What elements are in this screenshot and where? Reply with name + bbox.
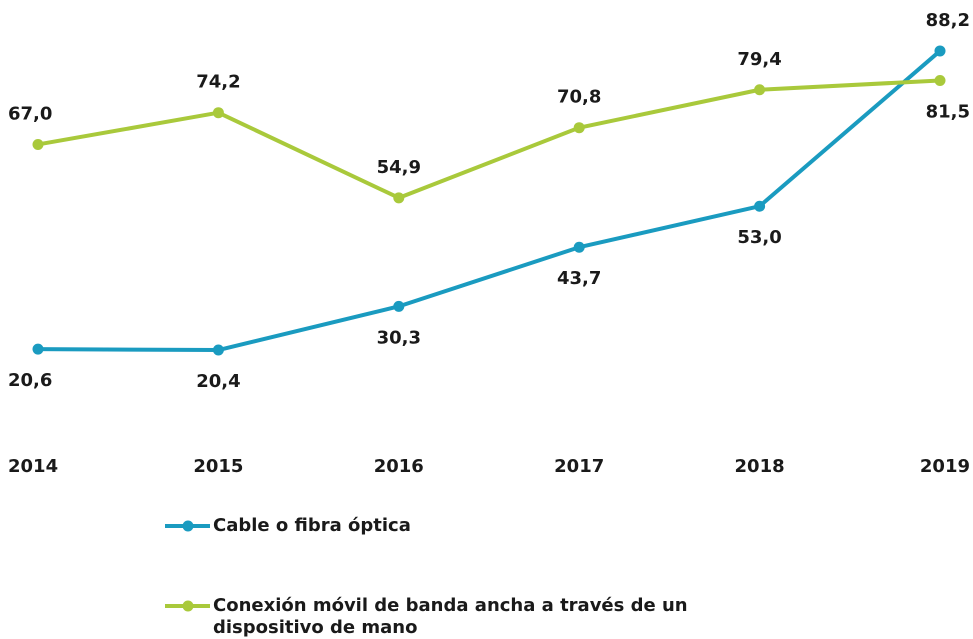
data-label: 81,5 xyxy=(926,101,970,122)
data-point xyxy=(573,122,585,134)
data-label: 79,4 xyxy=(737,49,781,70)
series-line xyxy=(37,49,942,353)
data-point xyxy=(212,107,224,119)
data-point xyxy=(32,138,44,150)
x-tick-label: 2014 xyxy=(8,456,58,477)
data-point xyxy=(212,344,224,356)
legend-marker xyxy=(182,600,194,612)
data-label: 20,6 xyxy=(8,370,52,391)
data-point xyxy=(32,343,44,355)
data-label: 54,9 xyxy=(377,157,421,178)
data-label: 88,2 xyxy=(926,10,970,31)
data-label: 30,3 xyxy=(377,327,421,348)
x-tick-label: 2015 xyxy=(193,456,243,477)
legend-label: Conexión móvil de banda ancha a través d… xyxy=(213,595,688,638)
data-point xyxy=(393,192,405,204)
data-label: 53,0 xyxy=(737,227,781,248)
data-label: 74,2 xyxy=(196,72,240,93)
x-tick-label: 2017 xyxy=(554,456,604,477)
legend-marker xyxy=(182,520,194,532)
data-point xyxy=(573,241,585,253)
series-line xyxy=(37,78,941,200)
data-point xyxy=(934,74,946,86)
x-tick-label: 2019 xyxy=(920,456,970,477)
data-label: 43,7 xyxy=(557,268,601,289)
data-point xyxy=(393,300,405,312)
page: 2014 2015 2016 2017 2018 2019 20,6 20,4 30,3 43,7… xyxy=(8,9,970,638)
x-tick-label: 2018 xyxy=(735,456,785,477)
data-point xyxy=(754,84,766,96)
data-point xyxy=(754,200,766,212)
chart: 2014 2015 2016 2017 2018 2019 20,6 20,4 30,3 43,7… xyxy=(8,10,970,612)
data-label: 67,0 xyxy=(8,103,52,124)
data-label: 70,8 xyxy=(557,87,601,108)
data-point xyxy=(934,45,946,57)
legend-label: Cable o fibra óptica xyxy=(213,515,411,536)
x-tick-label: 2016 xyxy=(374,456,424,477)
data-label: 20,4 xyxy=(196,371,240,392)
